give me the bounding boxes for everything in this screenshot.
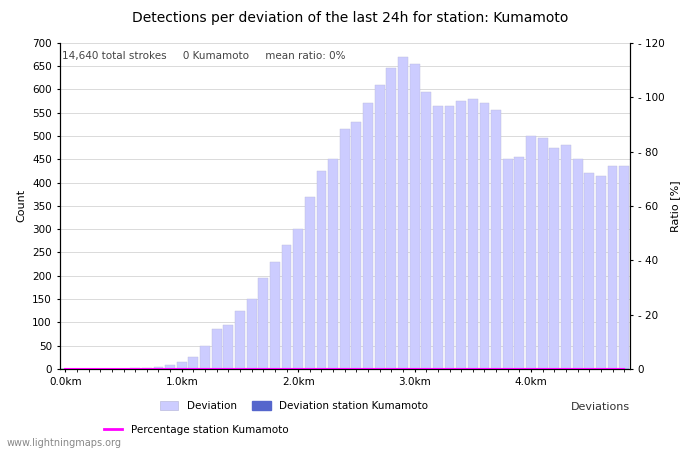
Bar — [503, 159, 512, 369]
Bar — [258, 278, 268, 369]
Bar — [281, 246, 291, 369]
Bar — [526, 136, 536, 369]
Bar — [188, 357, 198, 369]
Bar — [444, 106, 454, 369]
Bar — [386, 68, 396, 369]
Bar — [480, 104, 489, 369]
Bar — [246, 299, 257, 369]
Bar — [328, 159, 338, 369]
Bar — [584, 173, 594, 369]
Bar — [596, 176, 605, 369]
Bar — [270, 262, 280, 369]
Bar — [130, 368, 140, 369]
Bar — [177, 362, 187, 369]
Bar — [305, 197, 315, 369]
Bar — [398, 57, 408, 369]
Bar — [235, 311, 245, 369]
Bar — [223, 325, 233, 369]
Text: 14,640 total strokes     0 Kumamoto     mean ratio: 0%: 14,640 total strokes 0 Kumamoto mean rat… — [62, 51, 346, 61]
Bar — [410, 64, 419, 369]
Bar — [561, 145, 571, 369]
Bar — [620, 166, 629, 369]
Bar — [165, 365, 175, 369]
Text: www.lightningmaps.org: www.lightningmaps.org — [7, 438, 122, 448]
Bar — [608, 166, 617, 369]
Bar — [200, 346, 210, 369]
Y-axis label: Count: Count — [17, 189, 27, 222]
Bar — [573, 159, 582, 369]
Legend: Percentage station Kumamoto: Percentage station Kumamoto — [104, 425, 288, 435]
Bar — [153, 367, 163, 369]
Bar — [374, 85, 384, 369]
Bar — [514, 157, 524, 369]
Bar — [468, 99, 478, 369]
Bar — [293, 229, 303, 369]
Bar — [491, 110, 501, 369]
Bar — [433, 106, 443, 369]
Bar — [316, 171, 326, 369]
Bar — [351, 122, 361, 369]
Bar — [363, 104, 373, 369]
Bar — [550, 148, 559, 369]
Text: Detections per deviation of the last 24h for station: Kumamoto: Detections per deviation of the last 24h… — [132, 11, 568, 25]
Bar — [456, 101, 466, 369]
Bar — [421, 92, 431, 369]
Bar — [340, 129, 350, 369]
Y-axis label: Ratio [%]: Ratio [%] — [670, 180, 680, 232]
Text: Deviations: Deviations — [571, 401, 630, 412]
Bar — [538, 138, 547, 369]
Legend: Deviation, Deviation station Kumamoto: Deviation, Deviation station Kumamoto — [160, 401, 428, 411]
Bar — [211, 329, 222, 369]
Bar — [142, 368, 152, 369]
